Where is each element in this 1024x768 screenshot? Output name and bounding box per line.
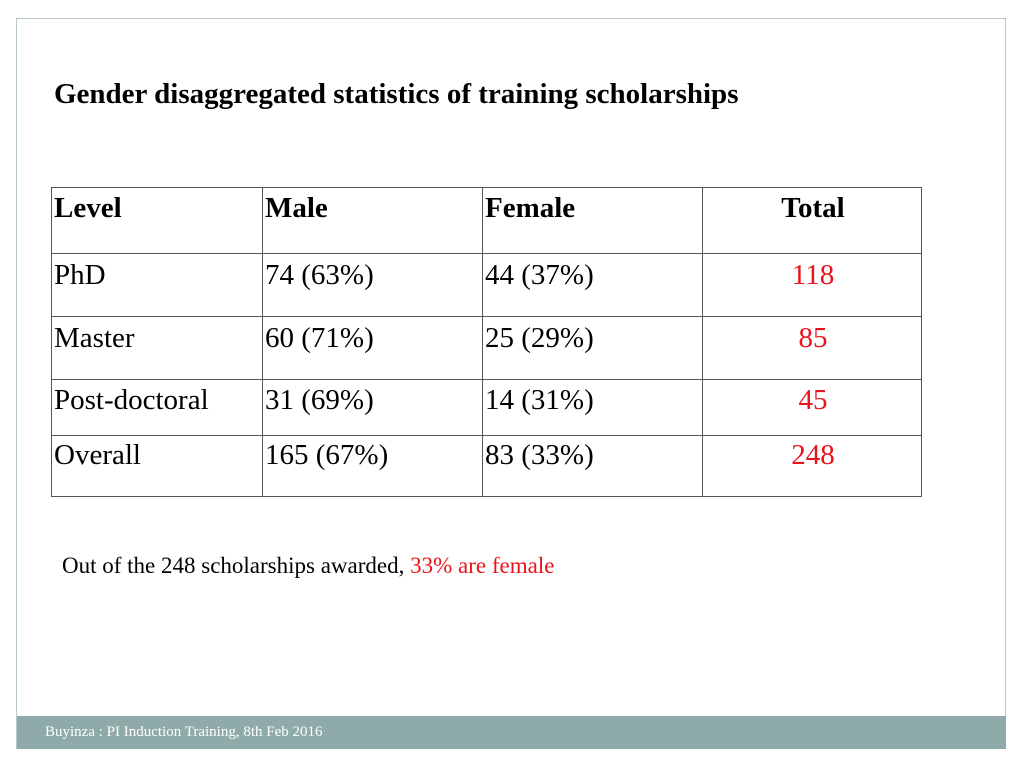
cell-female: 14 (31%) bbox=[482, 379, 703, 436]
cell-total: 118 bbox=[702, 253, 922, 317]
scholarship-table: Level Male Female Total PhD 74 (63%) 44 … bbox=[51, 187, 922, 497]
table-row: Post-doctoral 31 (69%) 14 (31%) 45 bbox=[51, 379, 922, 436]
cell-male: 74 (63%) bbox=[262, 253, 483, 317]
header-level: Level bbox=[51, 187, 263, 254]
cell-male: 165 (67%) bbox=[262, 435, 483, 497]
cell-female: 25 (29%) bbox=[482, 316, 703, 380]
cell-level: PhD bbox=[51, 253, 263, 317]
header-male: Male bbox=[262, 187, 483, 254]
cell-level: Post-doctoral bbox=[51, 379, 263, 436]
header-total: Total bbox=[702, 187, 922, 254]
table-row-overall: Overall 165 (67%) 83 (33%) 248 bbox=[51, 435, 922, 497]
cell-level: Master bbox=[51, 316, 263, 380]
cell-total: 45 bbox=[702, 379, 922, 436]
table-row: Master 60 (71%) 25 (29%) 85 bbox=[51, 316, 922, 380]
cell-total: 248 bbox=[702, 435, 922, 497]
cell-male: 60 (71%) bbox=[262, 316, 483, 380]
footer-text: Buyinza : PI Induction Training, 8th Feb… bbox=[45, 724, 323, 740]
header-female: Female bbox=[482, 187, 703, 254]
cell-total: 85 bbox=[702, 316, 922, 380]
slide-title: Gender disaggregated statistics of train… bbox=[54, 78, 739, 110]
table-header-row: Level Male Female Total bbox=[51, 187, 922, 254]
cell-female: 44 (37%) bbox=[482, 253, 703, 317]
summary-note-prefix: Out of the 248 scholarships awarded, bbox=[62, 553, 411, 578]
cell-level: Overall bbox=[51, 435, 263, 497]
cell-female: 83 (33%) bbox=[482, 435, 703, 497]
footer-bar: Buyinza : PI Induction Training, 8th Feb… bbox=[17, 716, 1006, 749]
table-row: PhD 74 (63%) 44 (37%) 118 bbox=[51, 253, 922, 317]
summary-note: Out of the 248 scholarships awarded, 33%… bbox=[62, 553, 554, 579]
cell-male: 31 (69%) bbox=[262, 379, 483, 436]
summary-note-highlight: 33% are female bbox=[410, 553, 555, 578]
